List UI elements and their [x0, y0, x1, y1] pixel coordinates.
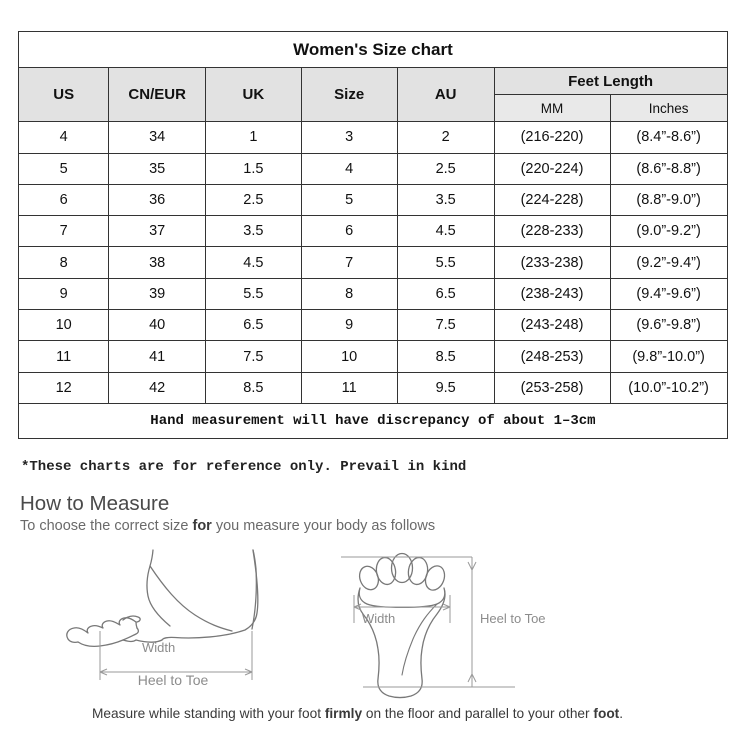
svg-text:Heel to Toe: Heel to Toe: [480, 611, 546, 626]
svg-text:Width: Width: [142, 640, 175, 655]
svg-text:Heel to Toe: Heel to Toe: [138, 672, 209, 688]
svg-text:Width: Width: [362, 611, 395, 626]
